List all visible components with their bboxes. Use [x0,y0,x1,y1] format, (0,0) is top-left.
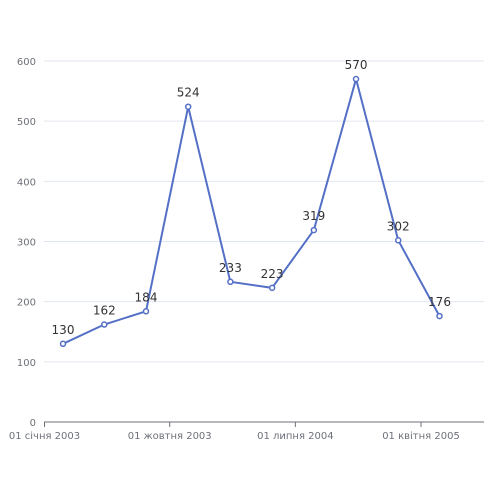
data-point[interactable] [101,321,108,328]
data-label: 223 [261,267,284,281]
data-label: 162 [93,304,116,318]
data-point[interactable] [227,278,234,286]
x-tick-label: 01 квітня 2005 [382,430,460,442]
y-tick-label: 400 [17,177,36,188]
data-label: 570 [345,58,368,72]
series-line [62,78,441,345]
y-axis-ticks: 0 100 200 300 400 500 600 [17,57,36,429]
data-point[interactable] [59,340,67,348]
data-point[interactable] [268,284,276,292]
y-tick-label: 0 [30,418,36,429]
data-point[interactable] [436,312,443,320]
x-tick-label: 01 жовтня 2003 [128,431,212,442]
data-point[interactable] [352,75,360,83]
data-label: 319 [302,209,325,223]
data-point[interactable] [142,308,150,315]
data-point[interactable] [310,226,318,234]
data-label: 176 [428,295,451,309]
y-tick-label: 600 [17,57,36,68]
data-label: 184 [135,290,158,304]
data-point[interactable] [394,237,402,244]
data-labels: 130 162 184 524 233 223 319 570 302 176 [52,58,451,337]
y-tick-label: 300 [17,238,36,249]
grid-lines [44,60,484,363]
y-tick-label: 500 [17,117,36,128]
data-label: 302 [387,219,410,233]
data-point[interactable] [184,103,192,110]
x-axis-ticks: 01 січня 2003 01 жовтня 2003 01 липня 2004… [9,422,460,442]
data-label: 233 [219,261,242,275]
series-layer [59,75,443,348]
x-tick-label: 01 липня 2004 [257,431,334,442]
data-label: 524 [177,86,200,100]
data-label: 130 [52,323,75,337]
y-tick-label: 200 [17,298,36,309]
x-tick-label: 01 січня 2003 [9,430,80,442]
y-tick-label: 100 [17,358,36,369]
